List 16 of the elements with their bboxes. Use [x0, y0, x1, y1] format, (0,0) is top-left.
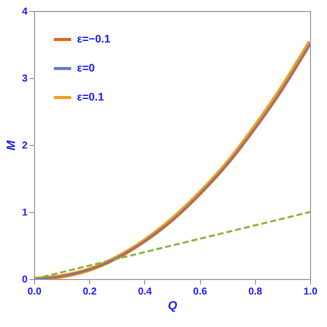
legend-label: ε=0: [77, 62, 95, 74]
y-tick-label: 0: [22, 274, 28, 286]
y-tick-label: 2: [22, 140, 28, 152]
y-tick-label: 4: [22, 6, 28, 18]
x-tick-label: 0.6: [193, 286, 208, 298]
x-tick-label: 1.0: [304, 286, 318, 298]
x-tick-label: 0.8: [248, 286, 263, 298]
x-tick-label: 0.2: [82, 286, 98, 298]
legend-label: ε=−0.1: [77, 34, 110, 46]
y-tick-label: 1: [22, 208, 28, 218]
x-axis-title: Q: [168, 298, 178, 312]
x-tick-label: 0.0: [28, 286, 42, 298]
y-tick-label: 3: [22, 74, 28, 84]
y-axis-title: M: [4, 140, 18, 150]
x-tick-label: 0.4: [138, 286, 152, 298]
legend-label: ε=0.1: [77, 92, 104, 104]
